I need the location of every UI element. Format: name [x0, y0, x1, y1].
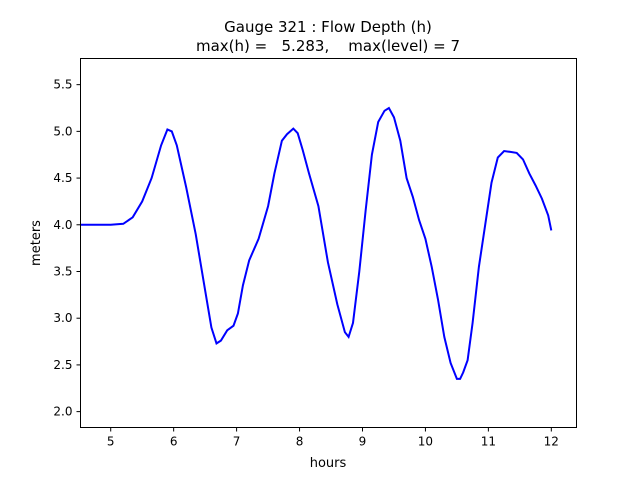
chart-title-line1: Gauge 321 : Flow Depth (h): [224, 18, 432, 36]
y-tick-label: 3.5: [53, 264, 72, 278]
series-line-h: [80, 106, 553, 380]
x-axis-label: hours: [310, 456, 347, 471]
x-tick-label: 5: [107, 435, 115, 449]
y-axis-label: meters: [29, 220, 44, 266]
y-tick-label: 5.0: [53, 124, 72, 138]
x-tick-label: 6: [170, 435, 178, 449]
x-tick-label: 12: [544, 435, 559, 449]
x-tick-label: 7: [233, 435, 241, 449]
plot-frame: [80, 58, 577, 428]
y-tick-label: 4.0: [53, 218, 72, 232]
chart-title-line2: max(h) = 5.283, max(level) = 7: [196, 37, 460, 55]
x-tick-label: 8: [296, 435, 304, 449]
x-tick-label: 10: [418, 435, 433, 449]
y-tick-label: 4.5: [53, 171, 72, 185]
y-tick-label: 3.0: [53, 311, 72, 325]
y-tick-label: 5.5: [53, 78, 72, 92]
y-tick-label: 2.0: [53, 405, 72, 419]
y-tick-label: 2.5: [53, 358, 72, 372]
x-tick-label: 11: [481, 435, 496, 449]
x-tick-label: 9: [359, 435, 367, 449]
